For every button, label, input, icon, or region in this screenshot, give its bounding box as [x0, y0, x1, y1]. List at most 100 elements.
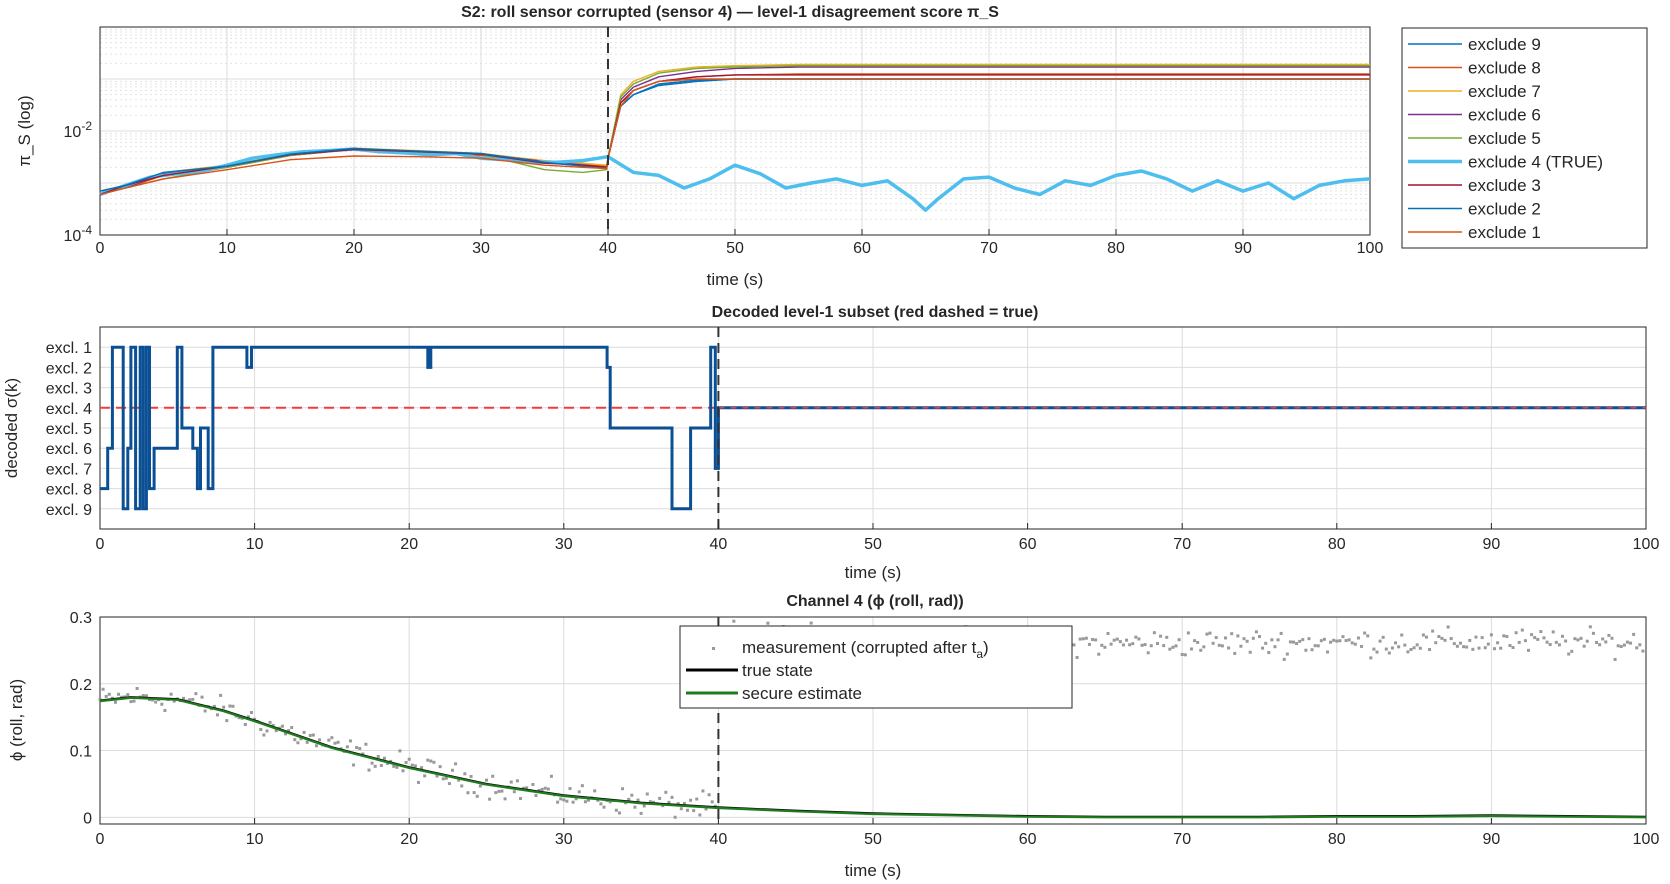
- x-tick-label: 20: [400, 831, 418, 848]
- measurement-point: [1527, 648, 1531, 652]
- measurement-point: [181, 696, 185, 700]
- measurement-point: [169, 692, 173, 696]
- measurement-point: [472, 791, 476, 795]
- measurement-point: [129, 700, 133, 704]
- measurement-point: [1353, 642, 1357, 646]
- measurement-point: [253, 717, 257, 721]
- measurement-point: [305, 740, 309, 744]
- measurement-point: [1171, 645, 1175, 649]
- legend-entry: true state: [742, 661, 813, 680]
- measurement-point: [296, 741, 300, 745]
- measurement-point: [426, 758, 430, 762]
- x-tick-label: 100: [1633, 536, 1660, 553]
- measurement-point: [1517, 640, 1521, 644]
- measurement-point: [1075, 655, 1079, 659]
- measurement-point: [302, 730, 306, 734]
- measurement-point: [367, 768, 371, 772]
- measurement-point: [246, 715, 250, 719]
- measurement-point: [1570, 649, 1574, 653]
- measurement-point: [1121, 643, 1125, 647]
- legend-entry: exclude 4 (TRUE): [1468, 153, 1603, 172]
- measurement-point: [1239, 644, 1243, 648]
- legend-entry: exclude 7: [1468, 82, 1541, 101]
- measurement-point: [1511, 646, 1515, 650]
- measurement-point: [543, 786, 547, 790]
- measurement-point: [1440, 636, 1444, 640]
- measurement-point: [1233, 651, 1237, 655]
- measurement-point: [1242, 637, 1246, 641]
- measurement-point: [1523, 639, 1527, 643]
- measurement-point: [1125, 638, 1129, 642]
- measurement-point: [401, 769, 405, 773]
- measurement-point: [1152, 631, 1156, 635]
- x-tick-label: 40: [710, 536, 728, 553]
- measurement-point: [574, 797, 578, 801]
- measurement-point: [444, 776, 448, 780]
- measurement-point: [562, 798, 566, 802]
- legend-entry: exclude 5: [1468, 129, 1541, 148]
- category-label: excl. 4: [46, 401, 92, 418]
- measurement-point: [583, 800, 587, 804]
- measurement-point: [1480, 636, 1484, 640]
- measurement-point: [1270, 638, 1274, 642]
- measurement-point: [280, 724, 284, 728]
- measurement-point: [290, 726, 294, 730]
- measurement-point: [454, 762, 458, 766]
- measurement-point: [1381, 635, 1385, 639]
- measurement-point: [262, 733, 266, 737]
- measurement-point: [1622, 643, 1626, 647]
- category-label: excl. 1: [46, 340, 92, 357]
- category-label: excl. 3: [46, 381, 92, 398]
- measurement-point: [416, 780, 420, 784]
- measurement-point: [1635, 646, 1639, 650]
- measurement-point: [1301, 638, 1305, 642]
- measurement-point: [1341, 635, 1345, 639]
- measurement-point: [698, 813, 702, 817]
- measurement-point: [1369, 656, 1373, 660]
- measurement-point: [1554, 640, 1558, 644]
- x-tick-label: 50: [864, 831, 882, 848]
- measurement-point: [1629, 641, 1633, 645]
- measurement-point: [1431, 629, 1435, 633]
- measurement-point: [565, 799, 569, 803]
- measurement-point: [1162, 644, 1166, 648]
- measurement-point: [614, 808, 618, 812]
- measurement-point: [809, 621, 813, 625]
- measurement-point: [497, 789, 501, 793]
- measurement-point: [1307, 637, 1311, 641]
- measurement-point: [1545, 640, 1549, 644]
- measurement-point: [642, 804, 646, 808]
- y-tick-label: 10-2: [64, 119, 93, 141]
- measurement-point: [460, 784, 464, 788]
- measurement-point: [621, 787, 625, 791]
- panel2-title: Decoded level-1 subset (red dashed = tru…: [712, 304, 1039, 321]
- measurement-point: [355, 746, 359, 750]
- measurement-point: [441, 777, 445, 781]
- legend-entry: measurement (corrupted after ta): [742, 638, 989, 661]
- measurement-point: [1536, 637, 1540, 641]
- measurement-point: [348, 739, 352, 743]
- measurement-point: [1638, 643, 1642, 647]
- measurement-point: [160, 702, 164, 706]
- legend-entry: exclude 6: [1468, 106, 1541, 125]
- measurement-point: [1477, 646, 1481, 650]
- measurement-point: [435, 774, 439, 778]
- measurement-point: [113, 700, 117, 704]
- measurement-point: [1366, 634, 1370, 638]
- measurement-point: [1360, 644, 1364, 648]
- measurement-point: [1492, 647, 1496, 651]
- measurement-point: [1409, 647, 1413, 651]
- measurement-point: [651, 800, 655, 804]
- measurement-point: [1619, 645, 1623, 649]
- measurement-point: [1140, 643, 1144, 647]
- measurement-point: [1406, 650, 1410, 654]
- measurement-point: [395, 765, 399, 769]
- measurement-point: [1282, 657, 1286, 661]
- measurement-point: [710, 800, 714, 804]
- measurement-point: [1326, 650, 1330, 654]
- measurement-point: [682, 801, 686, 805]
- measurement-point: [1390, 646, 1394, 650]
- measurement-point: [1548, 643, 1552, 647]
- measurement-point: [463, 772, 467, 776]
- measurement-point: [509, 780, 513, 784]
